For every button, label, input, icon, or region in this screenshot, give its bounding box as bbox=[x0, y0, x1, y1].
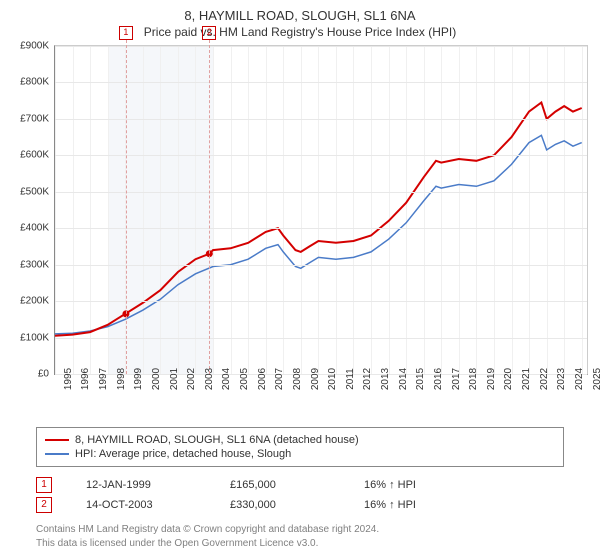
footer-line-2: This data is licensed under the Open Gov… bbox=[36, 537, 564, 551]
legend-swatch-primary bbox=[45, 439, 69, 441]
y-axis-label: £400K bbox=[20, 223, 55, 234]
y-gridline bbox=[55, 265, 587, 266]
x-axis-label: 1995 bbox=[63, 368, 74, 390]
x-axis-label: 2025 bbox=[592, 368, 600, 390]
x-axis-label: 2014 bbox=[398, 368, 409, 390]
legend-item-secondary: HPI: Average price, detached house, Slou… bbox=[45, 448, 555, 460]
y-gridline bbox=[55, 155, 587, 156]
x-axis-label: 2011 bbox=[345, 368, 356, 390]
sale-row-num: 1 bbox=[36, 477, 52, 493]
legend-swatch-secondary bbox=[45, 453, 69, 455]
y-gridline bbox=[55, 82, 587, 83]
x-axis-label: 2020 bbox=[503, 368, 514, 390]
x-axis-label: 2017 bbox=[451, 368, 462, 390]
sale-marker-dot bbox=[206, 250, 213, 257]
sale-row: 1 12-JAN-1999 £165,000 16% ↑ HPI bbox=[36, 477, 564, 493]
series-line bbox=[55, 135, 582, 334]
attribution-footer: Contains HM Land Registry data © Crown c… bbox=[36, 523, 564, 550]
x-axis-label: 2013 bbox=[380, 368, 391, 390]
y-axis-label: £900K bbox=[20, 41, 55, 52]
x-axis-label: 2015 bbox=[415, 368, 426, 390]
legend-item-primary: 8, HAYMILL ROAD, SLOUGH, SL1 6NA (detach… bbox=[45, 434, 555, 446]
footer-line-1: Contains HM Land Registry data © Crown c… bbox=[36, 523, 564, 537]
sale-marker-label: 2 bbox=[202, 26, 216, 40]
sale-row-delta: 16% ↑ HPI bbox=[364, 499, 416, 511]
y-gridline bbox=[55, 192, 587, 193]
x-axis-label: 2000 bbox=[151, 368, 162, 390]
y-axis-label: £700K bbox=[20, 113, 55, 124]
legend-label-primary: 8, HAYMILL ROAD, SLOUGH, SL1 6NA (detach… bbox=[75, 434, 359, 446]
y-gridline bbox=[55, 119, 587, 120]
x-axis-label: 1997 bbox=[98, 368, 109, 390]
sale-row-date: 12-JAN-1999 bbox=[86, 479, 196, 491]
sale-marker-label: 1 bbox=[119, 26, 133, 40]
y-gridline bbox=[55, 228, 587, 229]
x-axis-label: 2010 bbox=[327, 368, 338, 390]
x-axis-label: 2021 bbox=[521, 368, 532, 390]
sale-row-num: 2 bbox=[36, 497, 52, 513]
y-axis-label: £0 bbox=[38, 369, 55, 380]
chart-subtitle: Price paid vs. HM Land Registry's House … bbox=[0, 25, 600, 39]
y-gridline bbox=[55, 338, 587, 339]
x-axis-label: 2004 bbox=[221, 368, 232, 390]
y-axis-label: £500K bbox=[20, 186, 55, 197]
y-gridline bbox=[55, 46, 587, 47]
sale-row-price: £165,000 bbox=[230, 479, 330, 491]
x-axis-label: 2019 bbox=[486, 368, 497, 390]
plot-area: £0£100K£200K£300K£400K£500K£600K£700K£80… bbox=[54, 45, 588, 375]
sale-marker-dot bbox=[122, 310, 129, 317]
price-chart: 8, HAYMILL ROAD, SLOUGH, SL1 6NA Price p… bbox=[0, 8, 600, 550]
x-axis-label: 1998 bbox=[116, 368, 127, 390]
legend: 8, HAYMILL ROAD, SLOUGH, SL1 6NA (detach… bbox=[36, 427, 564, 467]
legend-label-secondary: HPI: Average price, detached house, Slou… bbox=[75, 448, 291, 460]
sale-row-delta: 16% ↑ HPI bbox=[364, 479, 416, 491]
x-axis-label: 2016 bbox=[433, 368, 444, 390]
sale-row-price: £330,000 bbox=[230, 499, 330, 511]
x-axis-label: 2003 bbox=[204, 368, 215, 390]
sale-row: 2 14-OCT-2003 £330,000 16% ↑ HPI bbox=[36, 497, 564, 513]
x-axis-label: 2009 bbox=[310, 368, 321, 390]
x-axis-label: 2018 bbox=[468, 368, 479, 390]
y-axis-label: £300K bbox=[20, 259, 55, 270]
x-axis-label: 2001 bbox=[169, 368, 180, 390]
y-axis-label: £100K bbox=[20, 332, 55, 343]
x-axis-label: 2002 bbox=[186, 368, 197, 390]
sales-table: 1 12-JAN-1999 £165,000 16% ↑ HPI 2 14-OCT-200… bbox=[36, 477, 564, 513]
line-layer bbox=[55, 46, 587, 374]
x-axis-label: 2023 bbox=[556, 368, 567, 390]
sale-row-date: 14-OCT-2003 bbox=[86, 499, 196, 511]
x-axis-label: 2005 bbox=[239, 368, 250, 390]
x-axis-label: 2012 bbox=[362, 368, 373, 390]
y-axis-label: £800K bbox=[20, 77, 55, 88]
y-gridline bbox=[55, 301, 587, 302]
chart-title: 8, HAYMILL ROAD, SLOUGH, SL1 6NA bbox=[0, 8, 600, 23]
x-axis-labels: 1995199619971998199920002001200220032004… bbox=[54, 375, 588, 415]
y-axis-label: £200K bbox=[20, 296, 55, 307]
x-axis-label: 2008 bbox=[292, 368, 303, 390]
x-axis-label: 2007 bbox=[274, 368, 285, 390]
y-axis-label: £600K bbox=[20, 150, 55, 161]
x-axis-label: 1996 bbox=[80, 368, 91, 390]
x-axis-label: 2006 bbox=[257, 368, 268, 390]
x-axis-label: 1999 bbox=[133, 368, 144, 390]
x-axis-label: 2024 bbox=[574, 368, 585, 390]
x-axis-label: 2022 bbox=[539, 368, 550, 390]
